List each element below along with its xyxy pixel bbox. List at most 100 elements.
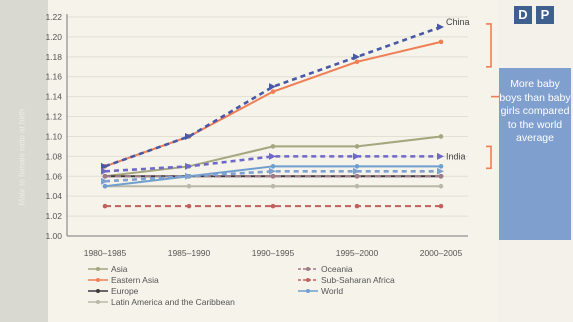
- data-point: [438, 134, 444, 139]
- badge-d: D: [514, 6, 532, 24]
- legend-item: Latin America and the Caribbean: [88, 297, 235, 307]
- data-point-arrow: [185, 172, 192, 180]
- legend-swatch: [88, 289, 108, 293]
- legend-swatch: [298, 289, 318, 293]
- legend-label: Sub-Saharan Africa: [321, 275, 395, 285]
- legend-item: Oceania: [298, 264, 353, 274]
- callout-brackets: [486, 23, 499, 170]
- dp-badge: D P: [514, 6, 554, 24]
- series-annotations: China India: [446, 17, 470, 161]
- data-point-arrow: [101, 167, 108, 175]
- data-point: [270, 203, 276, 209]
- legend: Asia Eastern Asia Europe Latin America and …: [88, 264, 488, 322]
- y-tick-label: 1.20: [45, 32, 62, 42]
- legend-swatch: [88, 300, 108, 304]
- data-point: [270, 89, 276, 94]
- bracket: [486, 23, 492, 68]
- data-point: [186, 183, 192, 189]
- x-tick-label: 1990–1995: [252, 248, 295, 258]
- grid-lines: [67, 16, 468, 217]
- data-point: [354, 183, 360, 189]
- data-point: [354, 59, 360, 65]
- data-point: [270, 164, 276, 169]
- y-tick-label: 1.18: [45, 52, 62, 62]
- legend-label: Eastern Asia: [111, 275, 159, 285]
- series-china: [101, 23, 444, 170]
- series-label-china: China: [446, 17, 470, 27]
- legend-label: Latin America and the Caribbean: [111, 297, 235, 307]
- legend-item: Asia: [88, 264, 128, 274]
- data-point-arrow: [185, 162, 192, 170]
- data-point: [354, 144, 360, 149]
- x-tick-labels: 1980–1985 1985–1990 1990–1995 1995–2000 2000…: [84, 248, 463, 258]
- legend-swatch: [88, 267, 108, 271]
- data-point: [102, 173, 108, 179]
- x-tick-label: 1980–1985: [84, 248, 127, 258]
- data-point: [438, 203, 444, 209]
- data-point: [354, 203, 360, 209]
- data-point: [270, 183, 276, 189]
- data-point-arrow: [101, 177, 108, 185]
- data-point: [438, 164, 444, 169]
- data-point: [438, 183, 444, 189]
- data-point-arrow: [101, 162, 108, 170]
- data-point-arrow: [269, 83, 276, 91]
- data-point-arrow: [353, 53, 360, 61]
- x-tick-label: 1985–1990: [168, 248, 211, 258]
- legend-swatch: [298, 267, 318, 271]
- series-unnamed: [101, 167, 444, 185]
- y-tick-label: 1.22: [45, 12, 62, 22]
- data-point: [438, 173, 444, 179]
- y-tick-label: 1.14: [45, 92, 62, 102]
- legend-label: Asia: [111, 264, 128, 274]
- x-tick-label: 1995–2000: [336, 248, 379, 258]
- data-point-arrow: [437, 152, 444, 160]
- y-tick-label: 1.04: [45, 191, 62, 201]
- y-tick-label: 1.00: [45, 231, 62, 241]
- data-point-arrow: [269, 167, 276, 175]
- legend-item: World: [298, 286, 343, 296]
- legend-item: Sub-Saharan Africa: [298, 275, 395, 285]
- data-point: [186, 203, 192, 209]
- series-line: [104, 155, 441, 173]
- legend-swatch: [298, 278, 318, 282]
- legend-label: Oceania: [321, 264, 353, 274]
- data-point-arrow: [437, 23, 444, 31]
- x-tick-label: 2000–2005: [420, 248, 463, 258]
- bracket: [486, 145, 492, 170]
- legend-item: Eastern Asia: [88, 275, 159, 285]
- y-axis-label-strip: Male to female ratio at birth: [0, 0, 48, 322]
- series-latin-america-and-the-caribbean: [102, 183, 444, 189]
- callout-box: More baby boys than baby girls compared …: [499, 68, 571, 240]
- data-point: [270, 144, 276, 149]
- legend-swatch: [88, 278, 108, 282]
- series-line: [104, 169, 441, 183]
- y-tick-label: 1.02: [45, 211, 62, 221]
- data-point: [354, 164, 360, 169]
- series-sub-saharan-africa: [102, 203, 444, 209]
- y-tick-labels: 1.00 1.02 1.04 1.06 1.08 1.10 1.12 1.14 1.16 1.18…: [45, 12, 62, 241]
- y-tick-label: 1.06: [45, 171, 62, 181]
- legend-label: World: [321, 286, 344, 296]
- data-point-arrow: [353, 167, 360, 175]
- data-point-arrow: [269, 152, 276, 160]
- y-tick-label: 1.12: [45, 112, 62, 122]
- series-label-india: India: [446, 151, 466, 161]
- data-point: [354, 173, 360, 179]
- series-eastern-asia: [102, 39, 444, 169]
- series-india: [101, 152, 444, 175]
- data-point-arrow: [185, 132, 192, 140]
- data-point-arrow: [353, 152, 360, 160]
- data-point: [270, 173, 276, 179]
- axes: [66, 14, 468, 237]
- data-series: [101, 23, 444, 209]
- y-tick-label: 1.16: [45, 72, 62, 82]
- data-point: [102, 203, 108, 209]
- legend-item: Europe: [88, 286, 138, 296]
- legend-label: Europe: [111, 286, 139, 296]
- badge-p: P: [536, 6, 554, 24]
- y-tick-label: 1.08: [45, 151, 62, 161]
- data-point: [102, 183, 108, 189]
